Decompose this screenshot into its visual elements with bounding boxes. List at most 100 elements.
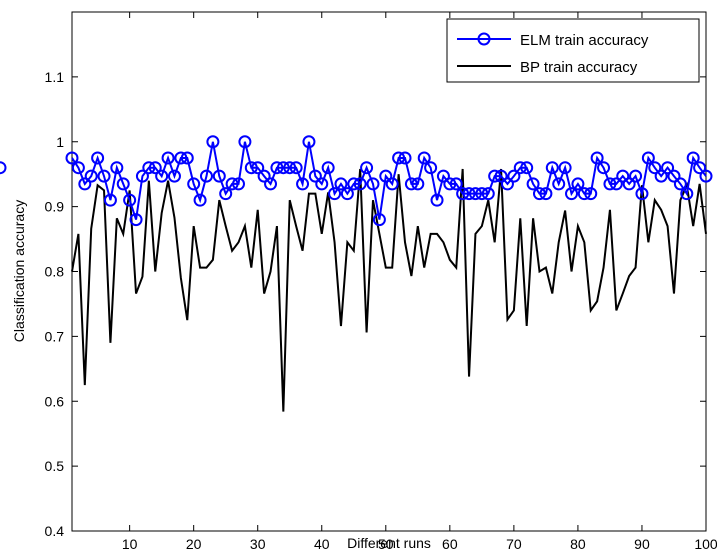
plot-area (71, 11, 707, 532)
data-point (212, 169, 226, 183)
data-point (251, 161, 265, 175)
data-point (622, 177, 636, 191)
data-point (238, 135, 252, 149)
data-point (123, 193, 137, 207)
data-point (302, 135, 316, 149)
data-point (97, 169, 111, 183)
data-point (276, 161, 290, 175)
data-point (379, 169, 393, 183)
data-point (65, 151, 79, 165)
data-point (167, 169, 181, 183)
data-point (456, 187, 470, 201)
x-tick-label: 90 (634, 536, 650, 552)
data-point (680, 187, 694, 201)
data-point (232, 177, 246, 191)
data-point (321, 161, 335, 175)
data-point (513, 161, 527, 175)
axis-ticks (72, 12, 707, 532)
y-tick-label: 0.5 (45, 458, 65, 474)
data-point (616, 169, 630, 183)
data-point (206, 135, 220, 149)
data-point (648, 161, 662, 175)
data-point (225, 177, 239, 191)
data-point (565, 187, 579, 201)
data-point (494, 169, 508, 183)
data-point (609, 177, 623, 191)
y-tick-label: 0.7 (45, 328, 65, 344)
y-tick-label: 0.4 (45, 523, 65, 539)
data-point (84, 169, 98, 183)
x-tick-label: 40 (314, 536, 330, 552)
data-point (0, 161, 7, 175)
x-tick-label: 10 (122, 536, 138, 552)
data-point (174, 151, 188, 165)
data-point (539, 187, 553, 201)
legend-label-bp: BP train accuracy (520, 59, 638, 76)
data-point (180, 151, 194, 165)
data-point (411, 177, 425, 191)
data-point (161, 151, 175, 165)
data-point (392, 151, 406, 165)
y-tick-label: 0.9 (45, 199, 65, 215)
data-point (481, 187, 495, 201)
data-point (283, 161, 297, 175)
data-point (443, 177, 457, 191)
data-point (667, 169, 681, 183)
data-point (507, 169, 521, 183)
data-point (468, 187, 482, 201)
data-point (641, 151, 655, 165)
data-point (603, 177, 617, 191)
series-0 (0, 135, 713, 227)
data-point (693, 161, 707, 175)
data-point (360, 161, 374, 175)
data-point (372, 213, 386, 227)
data-point (91, 151, 105, 165)
data-point (475, 187, 489, 201)
data-point (129, 213, 143, 227)
data-point (334, 177, 348, 191)
series-1 (71, 168, 707, 412)
data-point (71, 161, 85, 175)
data-point (296, 177, 310, 191)
data-point (398, 151, 412, 165)
data-point (116, 177, 130, 191)
data-point (584, 187, 598, 201)
data-point (308, 169, 322, 183)
data-point (187, 177, 201, 191)
tick-labels: 10 20 30 40 50 60 70 80 90 100 0.4 0.5 0.6 0.7 0.8 0.9 1… (45, 69, 717, 552)
data-point (264, 177, 278, 191)
data-point (270, 161, 284, 175)
data-point (353, 177, 367, 191)
data-point (597, 161, 611, 175)
y-tick-label: 1.1 (45, 69, 65, 85)
data-point (699, 169, 713, 183)
y-tick-label: 0.6 (45, 393, 65, 409)
data-point (577, 187, 591, 201)
data-point (103, 193, 117, 207)
data-point (340, 187, 354, 201)
data-point (654, 169, 668, 183)
legend-marker-elm (477, 32, 491, 46)
x-tick-label: 70 (506, 536, 522, 552)
data-point (199, 169, 213, 183)
data-point (629, 169, 643, 183)
y-tick-label: 1 (56, 134, 64, 150)
data-point (417, 151, 431, 165)
data-point (635, 187, 649, 201)
data-point (673, 177, 687, 191)
data-point (135, 169, 149, 183)
x-tick-label: 100 (694, 536, 717, 552)
x-tick-label: 60 (442, 536, 458, 552)
data-point (488, 169, 502, 183)
series-layer (0, 135, 713, 412)
y-tick-label: 0.8 (45, 264, 65, 280)
data-point (219, 187, 233, 201)
data-point (686, 151, 700, 165)
x-tick-label: 50 (378, 536, 394, 552)
data-point (110, 161, 124, 175)
data-point (328, 187, 342, 201)
data-point (500, 177, 514, 191)
data-point (78, 177, 92, 191)
data-point (244, 161, 258, 175)
